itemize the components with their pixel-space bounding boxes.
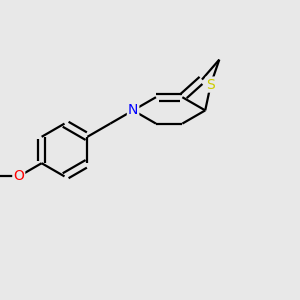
Text: O: O bbox=[13, 169, 24, 183]
Text: S: S bbox=[206, 78, 215, 92]
Text: N: N bbox=[128, 103, 138, 117]
